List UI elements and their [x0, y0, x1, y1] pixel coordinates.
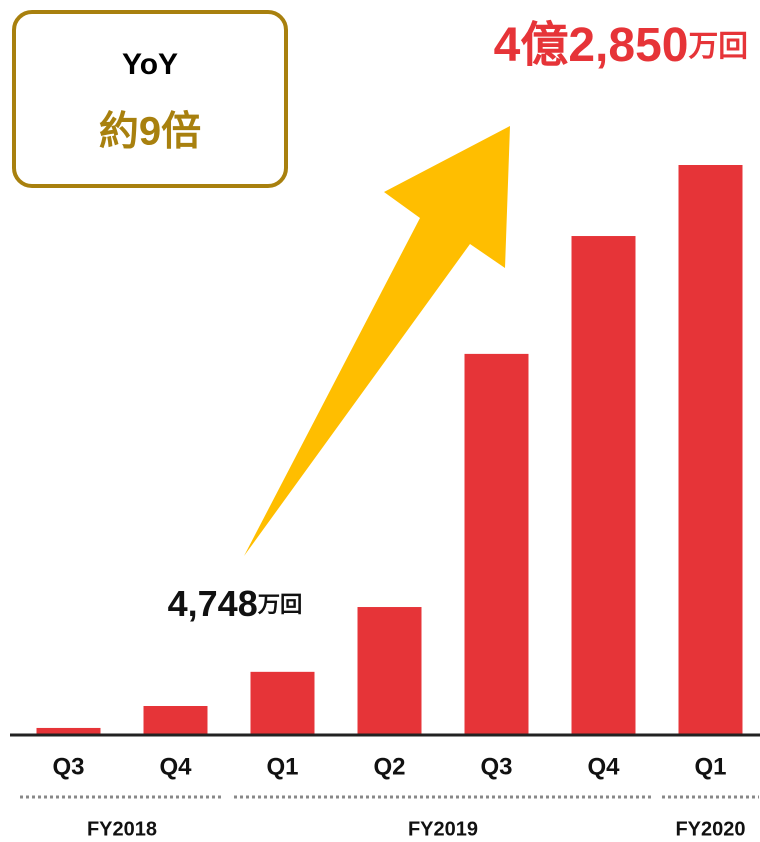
annotation-box	[12, 10, 288, 188]
bar	[36, 727, 101, 735]
x-tick-label: Q4	[587, 753, 620, 780]
value-label: 4億2,850万回	[494, 19, 748, 72]
x-tick-label: Q1	[266, 753, 298, 780]
annotation-title: YoY	[122, 48, 178, 81]
value-label: 4,748万回	[168, 583, 303, 624]
bar	[357, 607, 422, 735]
group-label: FY2018	[87, 818, 157, 840]
bar	[143, 706, 208, 735]
bar	[250, 671, 315, 735]
bar	[464, 353, 529, 735]
bar	[678, 165, 743, 735]
growth-arrow	[244, 126, 510, 556]
group-label: FY2020	[675, 818, 745, 840]
bar	[571, 236, 636, 735]
group-label: FY2019	[408, 818, 478, 840]
x-tick-label: Q3	[480, 753, 512, 780]
x-tick-label: Q4	[159, 753, 192, 780]
x-tick-label: Q3	[52, 753, 84, 780]
annotation-text: 約9倍	[99, 110, 201, 154]
x-tick-label: Q2	[373, 753, 405, 780]
x-tick-label: Q1	[694, 753, 726, 780]
